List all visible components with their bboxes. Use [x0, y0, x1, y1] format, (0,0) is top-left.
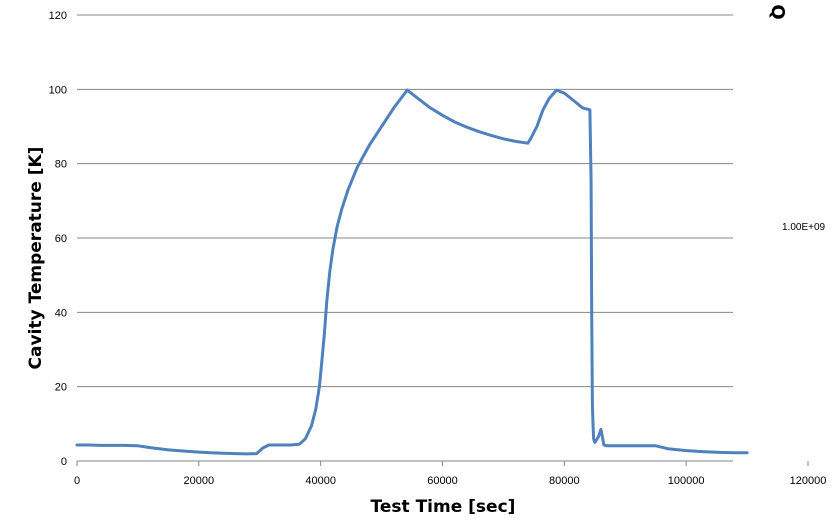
- x-tick-label: 100000: [668, 475, 705, 487]
- cropped-corner-letter: Q: [767, 4, 788, 19]
- y-tick-label: 0: [61, 456, 67, 468]
- series-line-cavity-temperature: [75, 88, 749, 456]
- x-tick-label: 20000: [184, 475, 215, 487]
- x-axis: [76, 461, 809, 466]
- y-tick-label: 80: [55, 159, 67, 171]
- y-tick-label: 20: [55, 382, 67, 394]
- y-tick-label: 40: [55, 307, 67, 319]
- y-tick-labels: 0 20 40 60 80 100 120: [49, 10, 67, 468]
- y-axis-title: Cavity Temperature [K]: [26, 147, 46, 370]
- x-tick-label: 0: [74, 475, 80, 487]
- x-tick-label: 120000: [790, 475, 827, 487]
- y-tick-label: 120: [49, 10, 67, 22]
- y-tick-label: 60: [55, 233, 67, 245]
- x-tick-label: 60000: [427, 475, 458, 487]
- x-tick-labels: 0 20000 40000 60000 80000 100000 120000: [74, 475, 826, 487]
- horizontal-gridlines: [77, 14, 733, 462]
- x-axis-title: Test Time [sec]: [371, 497, 516, 517]
- cropped-side-label: 1.00E+09: [782, 222, 826, 233]
- y-tick-label: 100: [49, 84, 67, 96]
- x-tick-label: 80000: [549, 475, 580, 487]
- x-tick-label: 40000: [305, 475, 336, 487]
